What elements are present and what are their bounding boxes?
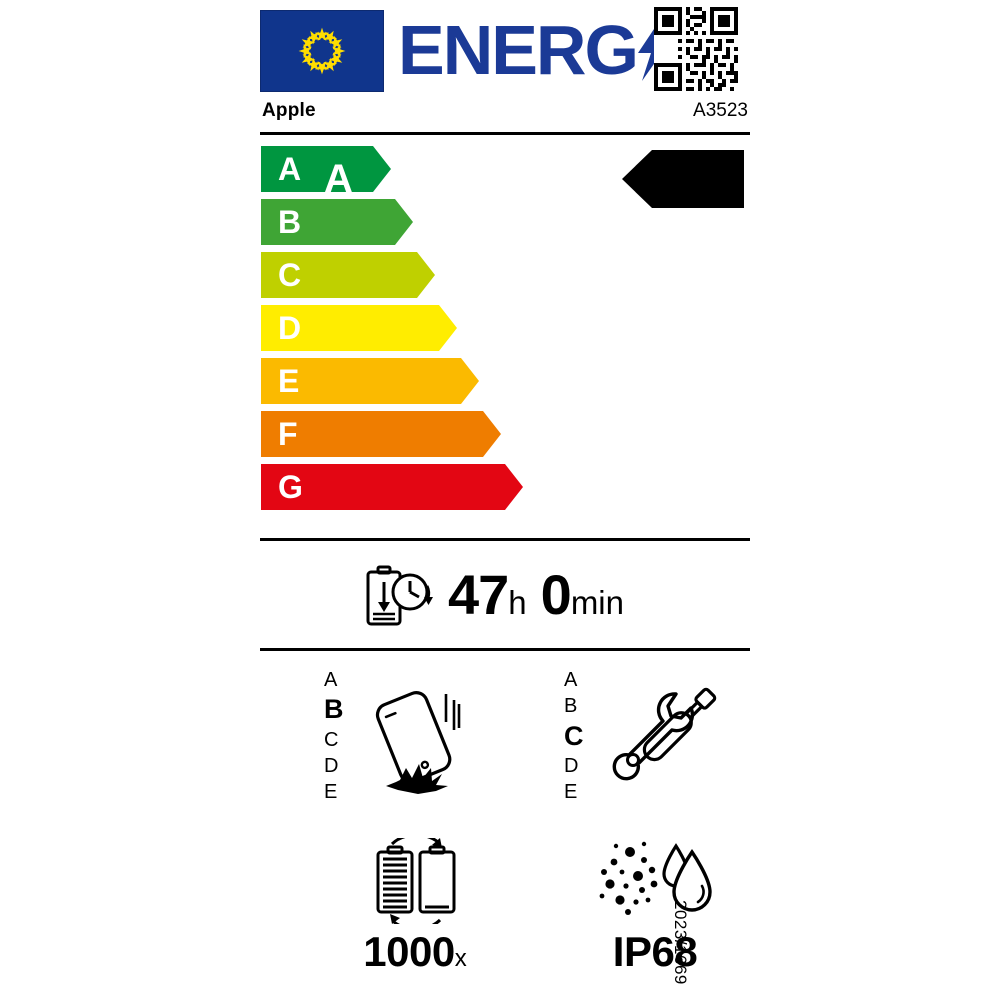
- ip-rating-code: IP68: [612, 928, 698, 975]
- wrench-screwdriver-icon: [602, 682, 724, 794]
- repair-letter-b: B: [564, 695, 578, 718]
- drop-resistance-class: A B C D E: [310, 664, 520, 806]
- repairability-class: A B C D E: [550, 664, 760, 806]
- repair-letter-a: A: [564, 669, 578, 691]
- grade-letter-c: C: [278, 257, 302, 293]
- grade-arrow-a: [261, 146, 391, 192]
- repair-letter-d: D: [564, 754, 579, 777]
- dust-water-icon: [592, 838, 720, 924]
- energy-class-scale: A B C: [250, 146, 750, 518]
- grade-row-d: D: [261, 305, 457, 351]
- grade-row-b: B: [261, 199, 413, 245]
- grade-letter-d: D: [278, 310, 302, 346]
- grade-letter-b: B: [278, 204, 302, 240]
- grade-arrow-d: [261, 305, 457, 351]
- grade-letter-g: G: [278, 469, 303, 505]
- drop-letter-e: E: [324, 781, 338, 803]
- duration-hours: 47: [448, 563, 509, 626]
- grade-letter-a: A: [278, 151, 302, 187]
- eu-flag-icon: [260, 10, 384, 92]
- duration-minutes: 0: [540, 563, 572, 626]
- brand-row: Apple A3523: [260, 100, 750, 135]
- repair-letter-c: C: [564, 720, 584, 751]
- repair-letter-e: E: [564, 781, 578, 803]
- energy-rating-badge: [622, 150, 744, 208]
- battery-duration-section: 47h 0min: [250, 556, 750, 636]
- drop-letter-c: C: [324, 728, 339, 751]
- ingress-protection-metric: IP68: [550, 838, 760, 988]
- divider-bottom: [260, 648, 750, 651]
- drop-class-letter-stack: A B C D E: [324, 670, 358, 802]
- energy-rating-letter: A: [324, 157, 353, 201]
- grade-arrow-b: [261, 199, 413, 245]
- grade-arrow-e: [261, 358, 479, 404]
- model-identifier: A3523: [693, 100, 748, 121]
- battery-cycles-metric: 1000x: [310, 838, 520, 988]
- drop-letter-d: D: [324, 754, 339, 777]
- drop-letter-b: B: [324, 694, 344, 725]
- cycles-count: 1000: [363, 928, 455, 975]
- grade-letter-f: F: [278, 416, 298, 452]
- cycles-suffix: x: [454, 945, 467, 972]
- battery-cycle-icon: [352, 838, 480, 924]
- grade-letter-e: E: [278, 363, 300, 399]
- grade-arrow-f: [261, 411, 501, 457]
- grade-row-e: E: [261, 358, 479, 404]
- grade-row-f: F: [261, 411, 501, 457]
- label-header: ENERG: [250, 5, 750, 92]
- regulation-number: 2023/1669: [671, 900, 690, 985]
- ip-rating-value: IP68: [550, 928, 760, 976]
- grade-row-c: C: [261, 252, 435, 298]
- grade-arrow-c: [261, 252, 435, 298]
- grade-row-a: A: [261, 146, 391, 192]
- battery-clock-icon: [362, 564, 434, 628]
- energy-logo-text: ENERG: [398, 11, 639, 89]
- brand-name: Apple: [262, 100, 316, 121]
- phone-drop-icon: [362, 682, 484, 794]
- grade-row-g: G: [261, 464, 523, 510]
- drop-letter-a: A: [324, 669, 338, 691]
- battery-duration-value: 47h 0min: [448, 560, 624, 630]
- grade-arrow-g: [261, 464, 523, 510]
- battery-cycles-value: 1000x: [310, 928, 520, 976]
- repair-class-letter-stack: A B C D E: [564, 670, 598, 802]
- duration-hours-unit: h: [508, 584, 527, 621]
- energy-label: ENERG: [250, 0, 750, 1000]
- duration-minutes-unit: min: [570, 584, 624, 621]
- qr-code-icon: [654, 7, 738, 91]
- divider-top: [260, 538, 750, 541]
